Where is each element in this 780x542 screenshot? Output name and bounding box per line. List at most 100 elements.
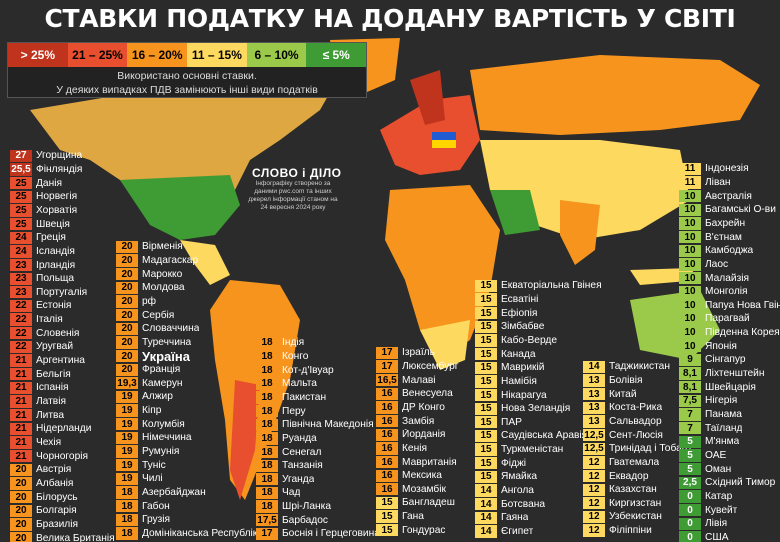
country-entry: 21 Чехія <box>10 436 61 450</box>
rate-badge: 18 <box>256 445 278 459</box>
country-name: Уганда <box>282 473 315 485</box>
country-entry: 21 Нідерланди <box>10 422 91 436</box>
country-entry: 12 Еквадор <box>583 469 649 483</box>
country-entry: 14 Ангола <box>475 484 534 498</box>
country-entry: 12 Узбекистан <box>583 510 662 524</box>
country-entry: 20 Туреччина <box>116 336 191 350</box>
country-entry: 15 Нікарагуа <box>475 388 547 402</box>
country-entry: 0 США <box>679 531 729 542</box>
country-name: Нігерія <box>705 395 738 407</box>
country-name: Нова Зеландія <box>501 403 571 415</box>
country-name: Бразилія <box>36 518 78 530</box>
country-name: Еквадор <box>609 470 649 482</box>
country-name: Фіджі <box>501 457 527 469</box>
country-name: Литва <box>36 409 65 421</box>
country-entry: 19 Чилі <box>116 472 163 486</box>
country-name: Єгипет <box>501 526 534 538</box>
rate-badge: 5 <box>679 462 701 476</box>
country-entry: 20 Молдова <box>116 281 185 295</box>
country-name: Бельгія <box>36 368 71 380</box>
rate-badge: 25 <box>10 204 32 217</box>
rate-badge: 0 <box>679 503 701 517</box>
rate-badge: 25 <box>10 176 32 190</box>
country-name: Сербія <box>142 309 175 321</box>
country-name: М'янма <box>705 436 740 448</box>
rate-badge: 15 <box>376 496 398 510</box>
country-entry: 20 Албанія <box>10 477 73 491</box>
rate-badge: 15 <box>475 361 497 374</box>
rate-badge: 15 <box>475 279 497 292</box>
country-entry: 22 Італія <box>10 313 63 327</box>
rate-badge: 16 <box>376 455 398 469</box>
country-name: Парагвай <box>705 313 750 325</box>
country-name: Намібія <box>501 375 537 387</box>
rate-badge: 20 <box>116 254 138 267</box>
map-argentina <box>230 380 260 500</box>
country-entry: 16 Мавританія <box>376 455 457 469</box>
rate-badge: 18 <box>256 336 278 349</box>
country-name: Іспанія <box>36 382 69 394</box>
country-name: В'єтнам <box>705 231 742 243</box>
country-entry: 12 Киргизстан <box>583 497 661 511</box>
country-name: Молдова <box>142 282 185 294</box>
country-name: Аргентина <box>36 355 85 367</box>
country-entry: 20 Мадагаскар <box>116 254 198 268</box>
country-entry: 16 Замбія <box>376 414 434 428</box>
publisher-logo: СЛОВО і ДІЛО <box>252 166 342 180</box>
country-entry: 18 Домініканська Республіка <box>116 527 263 541</box>
country-entry: 15 Маврикій <box>475 361 544 375</box>
legend-note-line2: У деяких випадках ПДВ замінюють інші вид… <box>56 84 318 96</box>
rate-badge: 20 <box>116 308 138 322</box>
country-entry: 15 Есватіні <box>475 293 538 307</box>
country-entry: 13 Болівія <box>583 374 643 388</box>
rate-badge: 5 <box>679 435 701 448</box>
rate-badge: 21 <box>10 409 32 422</box>
country-name: Монголія <box>705 286 748 298</box>
rate-badge: 27 <box>10 149 32 162</box>
rate-badge: 10 <box>679 217 701 230</box>
rate-badge: 15 <box>475 416 497 429</box>
rate-badge: 11 <box>679 162 701 175</box>
country-entry: 12,5 Тринідад і Тобаго <box>583 442 691 456</box>
legend-scale: > 25% 21 – 25% 16 – 20% 11 – 15% 6 – 10%… <box>8 43 367 67</box>
rate-badge: 25 <box>10 190 32 203</box>
rate-badge: 20 <box>116 295 138 308</box>
legend-item-6-10: 6 – 10% <box>246 43 307 67</box>
country-name: Гондурас <box>402 524 446 536</box>
rate-badge: 9 <box>679 353 701 367</box>
country-name: Алжир <box>142 391 173 403</box>
country-name: Греція <box>36 232 66 244</box>
country-entry: 20 Австрія <box>10 463 71 477</box>
country-name: Коста-Рика <box>609 402 663 414</box>
rate-badge: 15 <box>475 306 497 320</box>
country-name: Ботсвана <box>501 498 546 510</box>
rate-badge: 18 <box>256 500 278 513</box>
country-name: Кабо-Верде <box>501 334 557 346</box>
rate-badge: 2,5 <box>679 476 701 489</box>
rate-badge: 25,5 <box>10 163 32 176</box>
rate-badge: 19 <box>116 431 138 445</box>
country-entry: 25 Норвегія <box>10 190 77 204</box>
country-name: Пакистан <box>282 391 327 403</box>
rate-badge: 15 <box>475 470 497 484</box>
rate-badge: 10 <box>679 340 701 353</box>
country-name: Данія <box>36 177 62 189</box>
country-name: Ізраїль <box>402 347 435 359</box>
country-name: США <box>705 531 729 542</box>
country-entry: 15 Туркменістан <box>475 443 563 457</box>
country-entry: 15 Фіджі <box>475 456 526 470</box>
country-entry: 18 Чад <box>256 486 300 500</box>
country-name: Казахстан <box>609 484 657 496</box>
country-entry: 10 Камбоджа <box>679 244 753 258</box>
country-entry: 18 Азербайджан <box>116 486 206 500</box>
country-entry: 10 Багамські О-ви <box>679 203 776 217</box>
rate-badge: 21 <box>10 449 32 463</box>
rate-badge: 17 <box>256 527 278 541</box>
rate-badge: 19,3 <box>116 377 138 390</box>
country-name: Нікарагуа <box>501 389 547 401</box>
country-entry: 15 Гана <box>376 510 424 524</box>
country-name: Чехія <box>36 436 62 448</box>
rate-badge: 19 <box>116 445 138 458</box>
rate-badge: 18 <box>256 404 278 418</box>
rate-badge: 10 <box>679 230 701 244</box>
